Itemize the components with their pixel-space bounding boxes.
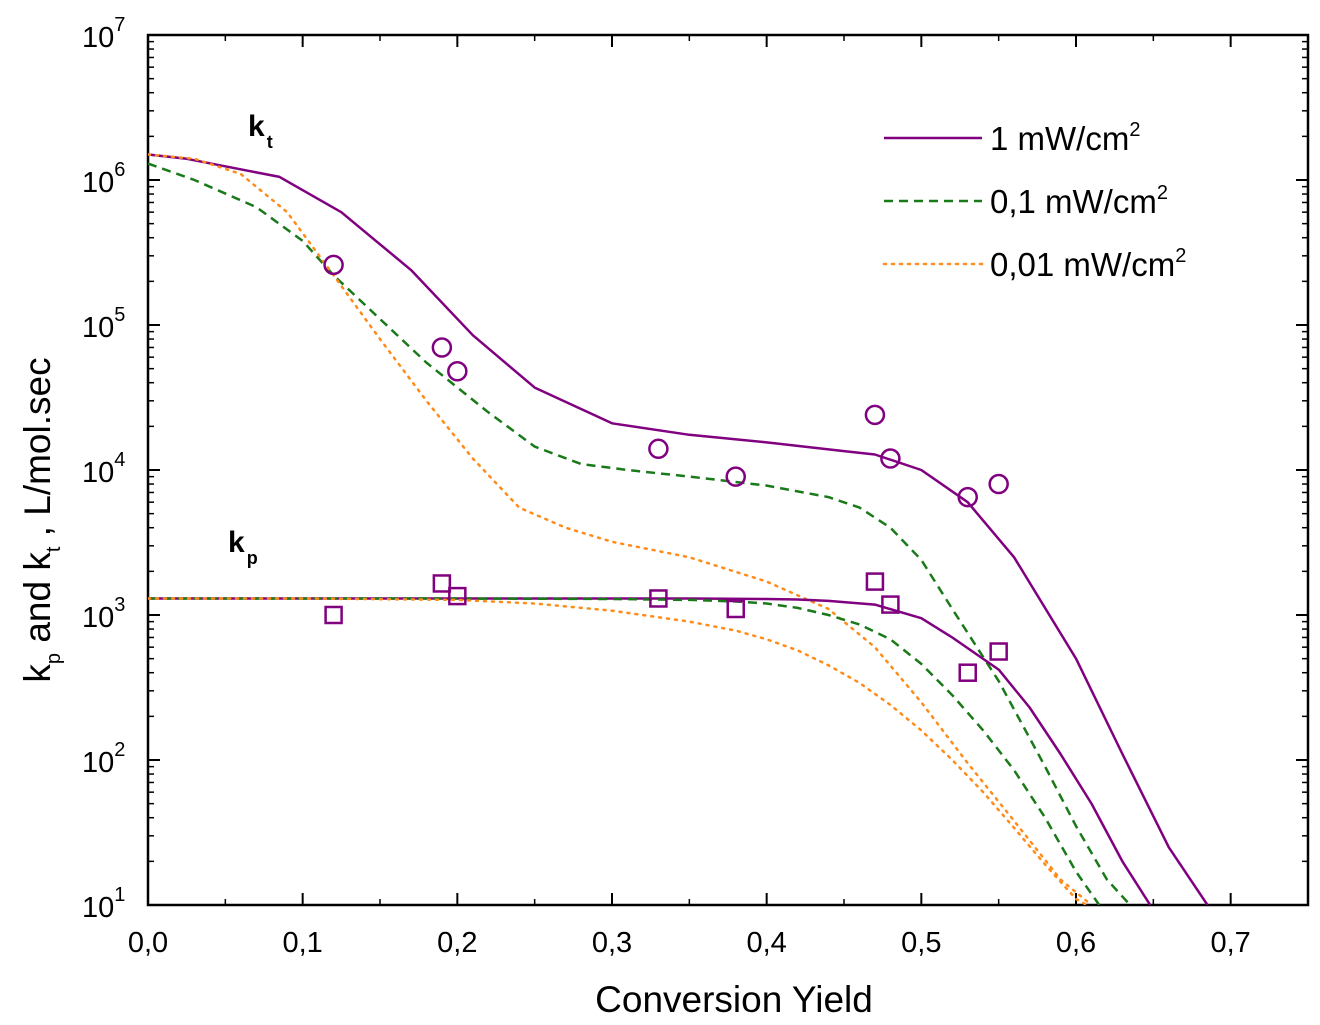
x-axis: 0,0 0,1 0,2 0,3 0,4 0,5 0,6 0,7 (128, 35, 1309, 959)
data-point-square (432, 574, 452, 593)
y-tick-label: 102 (82, 739, 125, 779)
x-tick-label: 0,0 (128, 927, 168, 959)
data-point-square (726, 599, 745, 619)
x-tick-label: 0,1 (283, 927, 323, 959)
data-point-circle (957, 486, 978, 508)
data-point-square (649, 589, 668, 608)
series-line-kp-dotted (148, 597, 1089, 905)
x-tick-label: 0,7 (1211, 927, 1251, 959)
legend: 1 mW/cm2 0,1 mW/cm2 0,01 mW/cm2 (882, 119, 1186, 283)
data-point-circle (648, 438, 669, 460)
series-line-kt-dotted (148, 153, 1093, 905)
data-point-circle (880, 448, 901, 469)
y-tick-label: 101 (82, 884, 125, 924)
y-axis-title: kp and kt , L/mol.sec (17, 357, 65, 682)
data-point-circle (447, 360, 468, 382)
data-point-square (958, 663, 977, 682)
legend-label-2: 0,1 mW/cm2 (990, 182, 1168, 220)
y-axis: 101 102 103 104 105 106 107 (82, 14, 1308, 924)
data-point-circle (323, 254, 344, 276)
data-points (323, 254, 1009, 682)
y-tick-label: 107 (82, 14, 125, 54)
series-lines (148, 153, 1209, 905)
data-point-circle (725, 466, 746, 487)
series-line-kt-dashed (148, 162, 1132, 905)
y-tick-label: 106 (82, 159, 125, 199)
data-point-square (448, 586, 467, 606)
x-tick-label: 0,3 (592, 927, 632, 959)
data-point-square (324, 605, 343, 625)
data-point-square (989, 642, 1008, 661)
legend-label-1: 1 mW/cm2 (990, 119, 1140, 157)
y-tick-label: 104 (82, 449, 125, 489)
y-tick-label: 105 (82, 304, 125, 344)
x-tick-label: 0,2 (437, 927, 477, 959)
data-point-circle (988, 473, 1009, 495)
x-axis-title: Conversion Yield (595, 979, 873, 1020)
series-line-kt-solid (148, 153, 1209, 905)
y-tick-label: 103 (82, 594, 125, 634)
data-point-circle (431, 337, 453, 358)
x-tick-label: 0,4 (747, 927, 787, 959)
x-tick-label: 0,6 (1056, 927, 1096, 959)
data-point-circle (864, 404, 886, 426)
series-line-kp-dashed (148, 597, 1101, 905)
x-tick-label: 0,5 (901, 927, 941, 959)
data-point-square (881, 595, 900, 614)
legend-label-3: 0,01 mW/cm2 (990, 245, 1186, 283)
data-point-square (865, 572, 885, 591)
